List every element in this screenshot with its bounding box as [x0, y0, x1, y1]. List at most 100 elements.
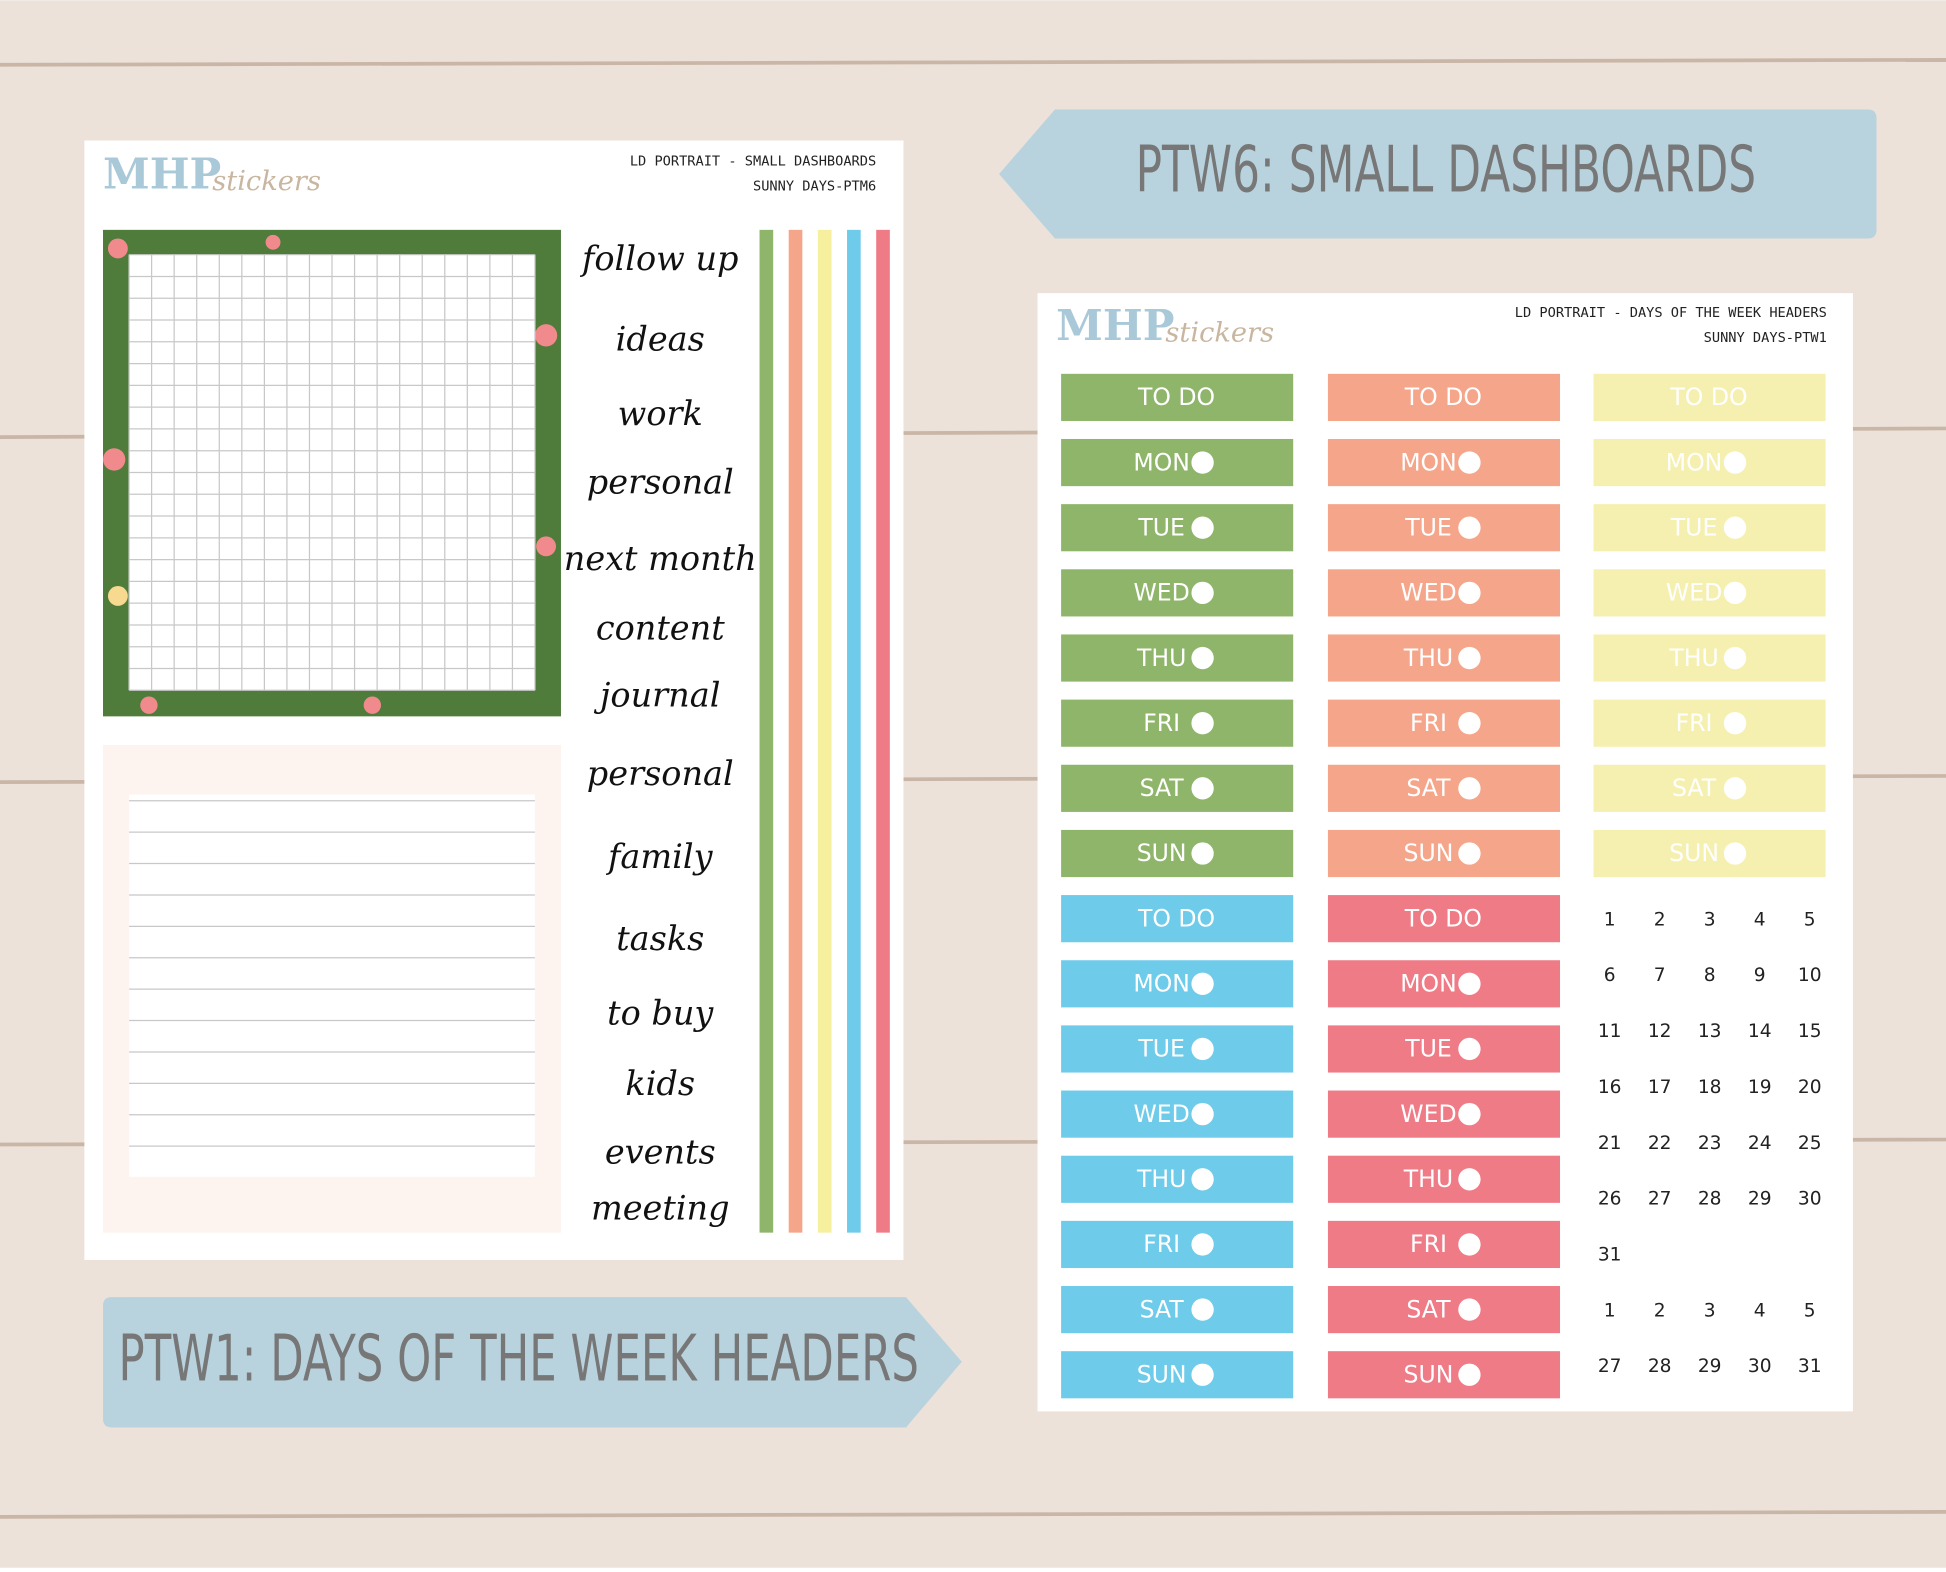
dot: [1191, 712, 1214, 735]
logo-sub: stickers: [1165, 318, 1274, 349]
calendar-number: 11: [1598, 1021, 1622, 1042]
day-label: FRI: [1410, 1230, 1447, 1258]
grid-lines: [128, 254, 536, 691]
day-header: [1061, 1155, 1294, 1203]
stripe: [759, 229, 774, 1233]
label-word: work: [618, 394, 703, 433]
day-header: [1593, 634, 1826, 682]
calendar-number: 23: [1698, 1133, 1722, 1154]
dot: [1191, 516, 1214, 539]
day-label: TUE: [1137, 513, 1185, 541]
dot: [1458, 1363, 1481, 1386]
day-label: SUN: [1137, 1360, 1187, 1388]
day-header: [1061, 373, 1294, 421]
day-label: FRI: [1676, 709, 1713, 737]
day-label: SUN: [1669, 839, 1719, 867]
day-label: SAT: [1406, 1295, 1451, 1323]
calendar-number: 5: [1804, 1300, 1816, 1321]
day-label: SUN: [1404, 839, 1454, 867]
logo-brand: MHP: [103, 149, 221, 199]
calendar-number: 1: [1604, 1300, 1616, 1321]
day-header: [1593, 764, 1826, 812]
ruled-lines: [129, 800, 535, 1147]
day-label: THU: [1668, 644, 1718, 672]
day-label: MON: [1400, 970, 1457, 998]
calendar-number: 31: [1598, 1244, 1622, 1265]
dot: [1723, 516, 1747, 539]
day-header: [1061, 1025, 1294, 1073]
banner-shape: [999, 109, 1877, 239]
day-label: TUE: [1137, 1035, 1185, 1063]
dot: [1191, 1037, 1214, 1061]
banner-title: PTW6: SMALL DASHBOARDS: [1136, 133, 1757, 208]
day-header: [1593, 504, 1826, 552]
dot: [1723, 451, 1747, 474]
dot: [1191, 842, 1214, 865]
stripe: [817, 229, 832, 1233]
day-header: [1327, 829, 1561, 878]
calendar-number: 12: [1648, 1021, 1672, 1042]
day-header: [1327, 1351, 1561, 1399]
day-header: [1061, 764, 1294, 812]
dot: [1191, 1102, 1214, 1126]
calendar-number: 14: [1748, 1021, 1772, 1042]
day-label: WED: [1400, 579, 1456, 607]
sheet-header: LD PORTRAIT - DAYS OF THE WEEK HEADERS: [1515, 305, 1827, 321]
dot: [1191, 1363, 1214, 1386]
label-word: meeting: [591, 1188, 730, 1227]
day-header: [1061, 699, 1294, 747]
day-label: TUE: [1670, 513, 1718, 541]
banner-title: PTW1: DAYS OF THE WEEK HEADERS: [119, 1322, 919, 1397]
day-label: MON: [1133, 448, 1190, 476]
day-label: TO DO: [1137, 383, 1215, 411]
calendar-number: 15: [1798, 1021, 1822, 1042]
day-header: [1061, 895, 1294, 943]
dot: [1191, 972, 1214, 995]
day-label: SUN: [1404, 1360, 1454, 1388]
dot: [1191, 581, 1214, 605]
day-label: FRI: [1410, 709, 1447, 737]
calendar-number: 25: [1798, 1133, 1822, 1154]
dot: [1191, 646, 1214, 670]
dot: [1458, 1102, 1481, 1126]
day-header: [1061, 1090, 1294, 1138]
day-label: THU: [1136, 1165, 1186, 1193]
calendar-number: 9: [1754, 965, 1766, 986]
label-word: content: [596, 609, 725, 648]
calendar-number: 7: [1654, 965, 1666, 986]
day-label: FRI: [1143, 1230, 1180, 1258]
dot: [1458, 581, 1481, 605]
day-label: WED: [1400, 1100, 1456, 1128]
day-header: [1061, 1286, 1294, 1334]
dot: [1191, 1298, 1214, 1321]
label-word: tasks: [616, 919, 704, 958]
day-label: FRI: [1143, 709, 1180, 737]
day-label: TUE: [1404, 1035, 1452, 1063]
calendar-number: 16: [1598, 1077, 1622, 1098]
dot: [1723, 646, 1747, 670]
calendar-number: 28: [1648, 1356, 1672, 1377]
label-word: ideas: [616, 320, 705, 359]
label-word: follow up: [579, 239, 739, 278]
day-label: SAT: [1406, 774, 1451, 802]
day-label: TUE: [1404, 513, 1452, 541]
day-label: SAT: [1140, 774, 1185, 802]
day-header: [1061, 1351, 1294, 1399]
day-header: [1327, 1025, 1561, 1073]
sheet-header: SUNNY DAYS-PTM6: [753, 178, 876, 194]
day-label: SAT: [1140, 1295, 1185, 1323]
dot: [1191, 1168, 1214, 1191]
calendar-number: 5: [1804, 909, 1816, 930]
sheet-header: SUNNY DAYS-PTW1: [1704, 330, 1827, 346]
calendar-number: 1: [1604, 909, 1616, 930]
day-label: TO DO: [1404, 904, 1482, 932]
day-header: [1061, 960, 1294, 1008]
dot: [1723, 842, 1747, 865]
day-label: THU: [1403, 644, 1453, 672]
banner-shape: [103, 1297, 962, 1428]
dot: [1458, 712, 1481, 735]
day-header: [1593, 569, 1826, 617]
calendar-number: 3: [1704, 1300, 1716, 1321]
calendar-number: 22: [1648, 1133, 1672, 1154]
